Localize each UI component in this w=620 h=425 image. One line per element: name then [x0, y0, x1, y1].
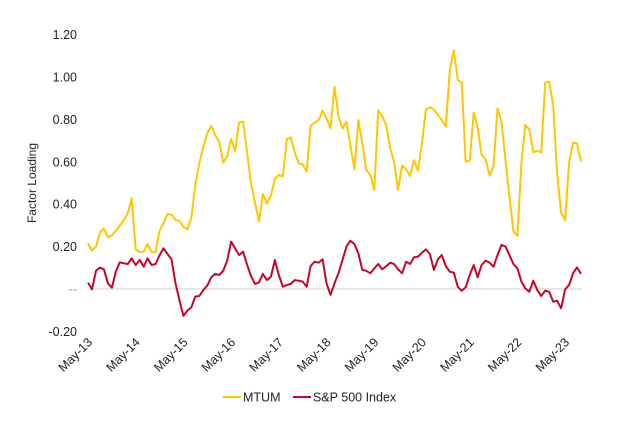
y-tick-label: 0.80 — [53, 113, 77, 127]
y-tick-label: 1.00 — [53, 71, 77, 85]
y-tick-label: -- — [69, 283, 77, 297]
x-tick-label: May-13 — [56, 335, 95, 374]
series-line-mtum — [87, 49, 582, 254]
x-tick-label: May-23 — [533, 335, 572, 374]
y-tick-label: -0.20 — [49, 325, 78, 339]
y-tick-label: 0.40 — [53, 198, 77, 212]
y-tick-label: 1.20 — [53, 28, 77, 42]
legend-item-sp500: S&P 500 Index — [293, 391, 397, 405]
series-line-sp500 — [87, 239, 582, 317]
x-tick-label: May-22 — [485, 335, 524, 374]
legend-item-mtum: MTUM — [223, 391, 281, 405]
x-tick-label: May-18 — [294, 335, 333, 374]
y-axis-label: Factor Loading — [25, 143, 39, 223]
legend: MTUM S&P 500 Index — [223, 391, 397, 405]
y-tick-label: 0.60 — [53, 155, 77, 169]
x-tick-label: May-17 — [247, 335, 286, 374]
y-tick-label: 0.20 — [53, 240, 77, 254]
x-tick-label: May-14 — [103, 335, 142, 374]
x-tick-label: May-21 — [437, 335, 476, 374]
x-tick-label: May-20 — [390, 335, 429, 374]
legend-label-sp500: S&P 500 Index — [313, 391, 397, 405]
legend-label-mtum: MTUM — [243, 391, 281, 405]
x-tick-label: May-19 — [342, 335, 381, 374]
x-tick-label: May-16 — [199, 335, 238, 374]
x-tick-label: May-15 — [151, 335, 190, 374]
